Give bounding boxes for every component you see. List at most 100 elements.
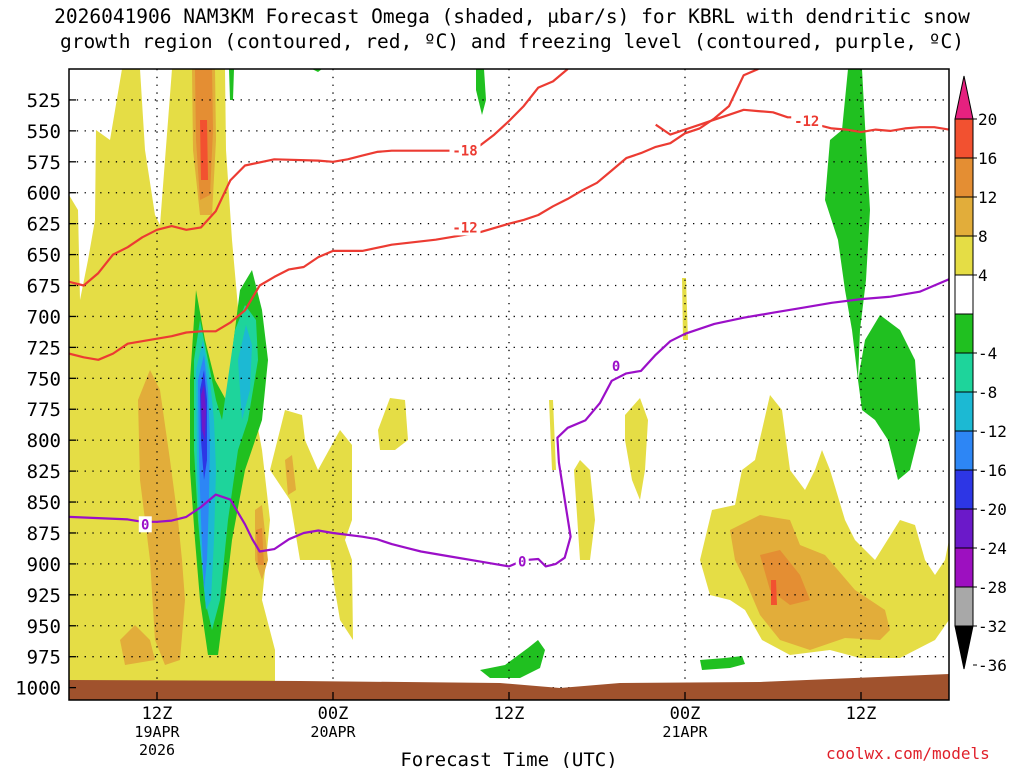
terrain-ground	[69, 674, 949, 700]
attribution[interactable]: coolwx.com/models	[826, 744, 990, 763]
contour-label-bg	[609, 357, 623, 374]
colorbar-label: 20	[978, 110, 997, 129]
colorbar-label: -20	[978, 500, 1007, 519]
contour-label: 0	[518, 554, 526, 570]
omega-orange-low	[120, 625, 155, 665]
contour-label: 0	[141, 517, 149, 533]
contour-label: 0	[612, 359, 620, 375]
colorbar-label: 12	[978, 188, 997, 207]
omega-red-core	[200, 120, 208, 180]
y-tick-label: 950	[27, 616, 61, 638]
omega-area-thin-streak	[549, 400, 556, 470]
colorbar-label: 4	[978, 266, 988, 285]
x-tick-label: 12Z	[142, 704, 173, 724]
y-tick-label: 900	[27, 554, 61, 576]
x-tick-label: 19APR	[134, 723, 180, 741]
y-tick-label: 975	[27, 647, 61, 669]
isotherm-red-line	[69, 69, 759, 361]
isotherm-red-line	[69, 69, 569, 287]
y-tick-label: 850	[27, 492, 61, 514]
colorbar-label: -8	[978, 383, 997, 402]
colorbar-label: -28	[978, 578, 1007, 597]
colorbar-label: -32	[978, 617, 1007, 636]
y-tick-label: 625	[27, 214, 61, 236]
y-tick-label: 825	[27, 461, 61, 483]
contour-label-bg	[791, 112, 823, 129]
title-line-2: growth region (contoured, red, ºC) and f…	[60, 30, 964, 53]
colorbar-bin	[954, 508, 974, 549]
contour-label-bg	[449, 219, 481, 236]
y-tick-label: 725	[27, 337, 61, 359]
colorbar-label: -16	[978, 461, 1007, 480]
x-tick-label: 00Z	[318, 704, 349, 724]
x-tick-label: 12Z	[846, 704, 877, 724]
omega-purple	[201, 385, 206, 440]
x-tick-label: 00Z	[670, 704, 701, 724]
omega-area-small-750	[378, 398, 408, 450]
colorbar-bin	[954, 274, 974, 315]
x-tick-label: 20APR	[310, 723, 356, 741]
omega-green-right	[825, 69, 920, 480]
omega-red-late	[771, 580, 777, 605]
omega-green-top-2	[229, 69, 322, 100]
colorbar-label: -4	[978, 344, 997, 363]
y-tick-label: 525	[27, 90, 61, 112]
colorbar-bin	[954, 547, 974, 588]
colorbar-bin	[954, 469, 974, 510]
y-tick-label: 750	[27, 368, 61, 390]
omega-cyan	[196, 325, 252, 610]
x-tick-label: 2026	[139, 741, 175, 759]
colorbar-label: -24	[978, 539, 1007, 558]
omega-green-top-1	[476, 69, 486, 115]
colorbar-label: -12	[978, 422, 1007, 441]
omega-orange-early	[138, 370, 185, 665]
y-tick-label: 875	[27, 523, 61, 545]
contour-labels: -18 -12 -12 0 0 0	[138, 112, 823, 570]
contour-label: -12	[794, 114, 819, 130]
omega-area-thin-streak-2	[682, 278, 688, 340]
y-tick-label: 925	[27, 585, 61, 607]
title-line-1: 2026041906 NAM3KM Forecast Omega (shaded…	[54, 5, 970, 28]
y-tick-label: 800	[27, 430, 61, 452]
chart-title: 2026041906 NAM3KM Forecast Omega (shaded…	[0, 4, 1024, 54]
contour-label: -18	[452, 144, 477, 160]
omega-area-right-column	[574, 398, 648, 560]
y-tick-label: 700	[27, 306, 61, 328]
omega-green-bottom-2	[700, 656, 745, 670]
x-axis-label: Forecast Time (UTC)	[400, 749, 617, 768]
y-tick-label: 675	[27, 276, 61, 298]
contour-label-bg	[449, 142, 481, 159]
colorbar-bin	[954, 430, 974, 471]
colorbar-bin	[954, 118, 974, 159]
contour-label-bg	[515, 553, 529, 570]
contour-label: -12	[452, 220, 477, 236]
omega-green-bottom-1	[480, 640, 545, 678]
contour-label-bg	[138, 516, 152, 533]
colorbar-label: 16	[978, 149, 997, 168]
colorbar-bin	[954, 313, 974, 354]
y-tick-label: 600	[27, 183, 61, 205]
colorbar-bin	[954, 586, 974, 627]
x-tick-label: 21APR	[662, 723, 708, 741]
colorbar-bin	[954, 352, 974, 393]
omega-orange-late	[730, 515, 890, 650]
colorbar-bin	[954, 391, 974, 432]
colorbar-bin	[954, 235, 974, 276]
colorbar-bottom-arrow	[954, 625, 974, 670]
omega-orange-mid	[255, 455, 296, 580]
colorbar-label: 8	[978, 227, 988, 246]
omega-shading	[69, 69, 949, 690]
omega-darkorange-mid	[256, 528, 264, 565]
y-tick-label: 650	[27, 245, 61, 267]
colorbar: 20 16 12 8 4 -4 -8 -12 -16 -20 -24 -28 -32 -36	[954, 75, 1007, 675]
y-tick-label: 575	[27, 152, 61, 174]
y-tick-label: 775	[27, 399, 61, 421]
omega-area-mid-blob	[270, 410, 353, 640]
y-tick-label: 550	[27, 121, 61, 143]
colorbar-label: -36	[978, 656, 1007, 675]
colorbar-bin	[954, 196, 974, 237]
colorbar-top-arrow	[954, 75, 974, 120]
y-axis: 525 550 575 600 625 650 675 700 725 750 775 800 825 8…	[15, 90, 76, 700]
